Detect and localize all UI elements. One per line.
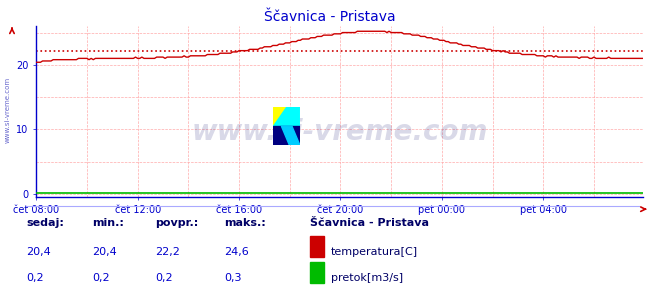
Polygon shape bbox=[273, 126, 300, 145]
Text: 22,2: 22,2 bbox=[155, 247, 180, 257]
Text: min.:: min.: bbox=[92, 218, 124, 228]
Text: 0,2: 0,2 bbox=[26, 273, 44, 283]
Text: povpr.:: povpr.: bbox=[155, 218, 198, 228]
Text: 0,2: 0,2 bbox=[92, 273, 110, 283]
Text: 0,3: 0,3 bbox=[224, 273, 242, 283]
Polygon shape bbox=[273, 107, 287, 126]
Text: Ščavnica - Pristava: Ščavnica - Pristava bbox=[264, 10, 395, 24]
Text: maks.:: maks.: bbox=[224, 218, 266, 228]
Text: Ščavnica - Pristava: Ščavnica - Pristava bbox=[310, 218, 429, 228]
Text: 24,6: 24,6 bbox=[224, 247, 249, 257]
Polygon shape bbox=[281, 126, 300, 145]
Text: 20,4: 20,4 bbox=[26, 247, 51, 257]
Text: sedaj:: sedaj: bbox=[26, 218, 64, 228]
Text: www.si-vreme.com: www.si-vreme.com bbox=[191, 118, 488, 146]
Text: 0,2: 0,2 bbox=[155, 273, 173, 283]
Text: www.si-vreme.com: www.si-vreme.com bbox=[5, 77, 11, 143]
Polygon shape bbox=[273, 107, 300, 126]
Text: 20,4: 20,4 bbox=[92, 247, 117, 257]
Text: pretok[m3/s]: pretok[m3/s] bbox=[331, 273, 403, 283]
Text: temperatura[C]: temperatura[C] bbox=[331, 247, 418, 257]
